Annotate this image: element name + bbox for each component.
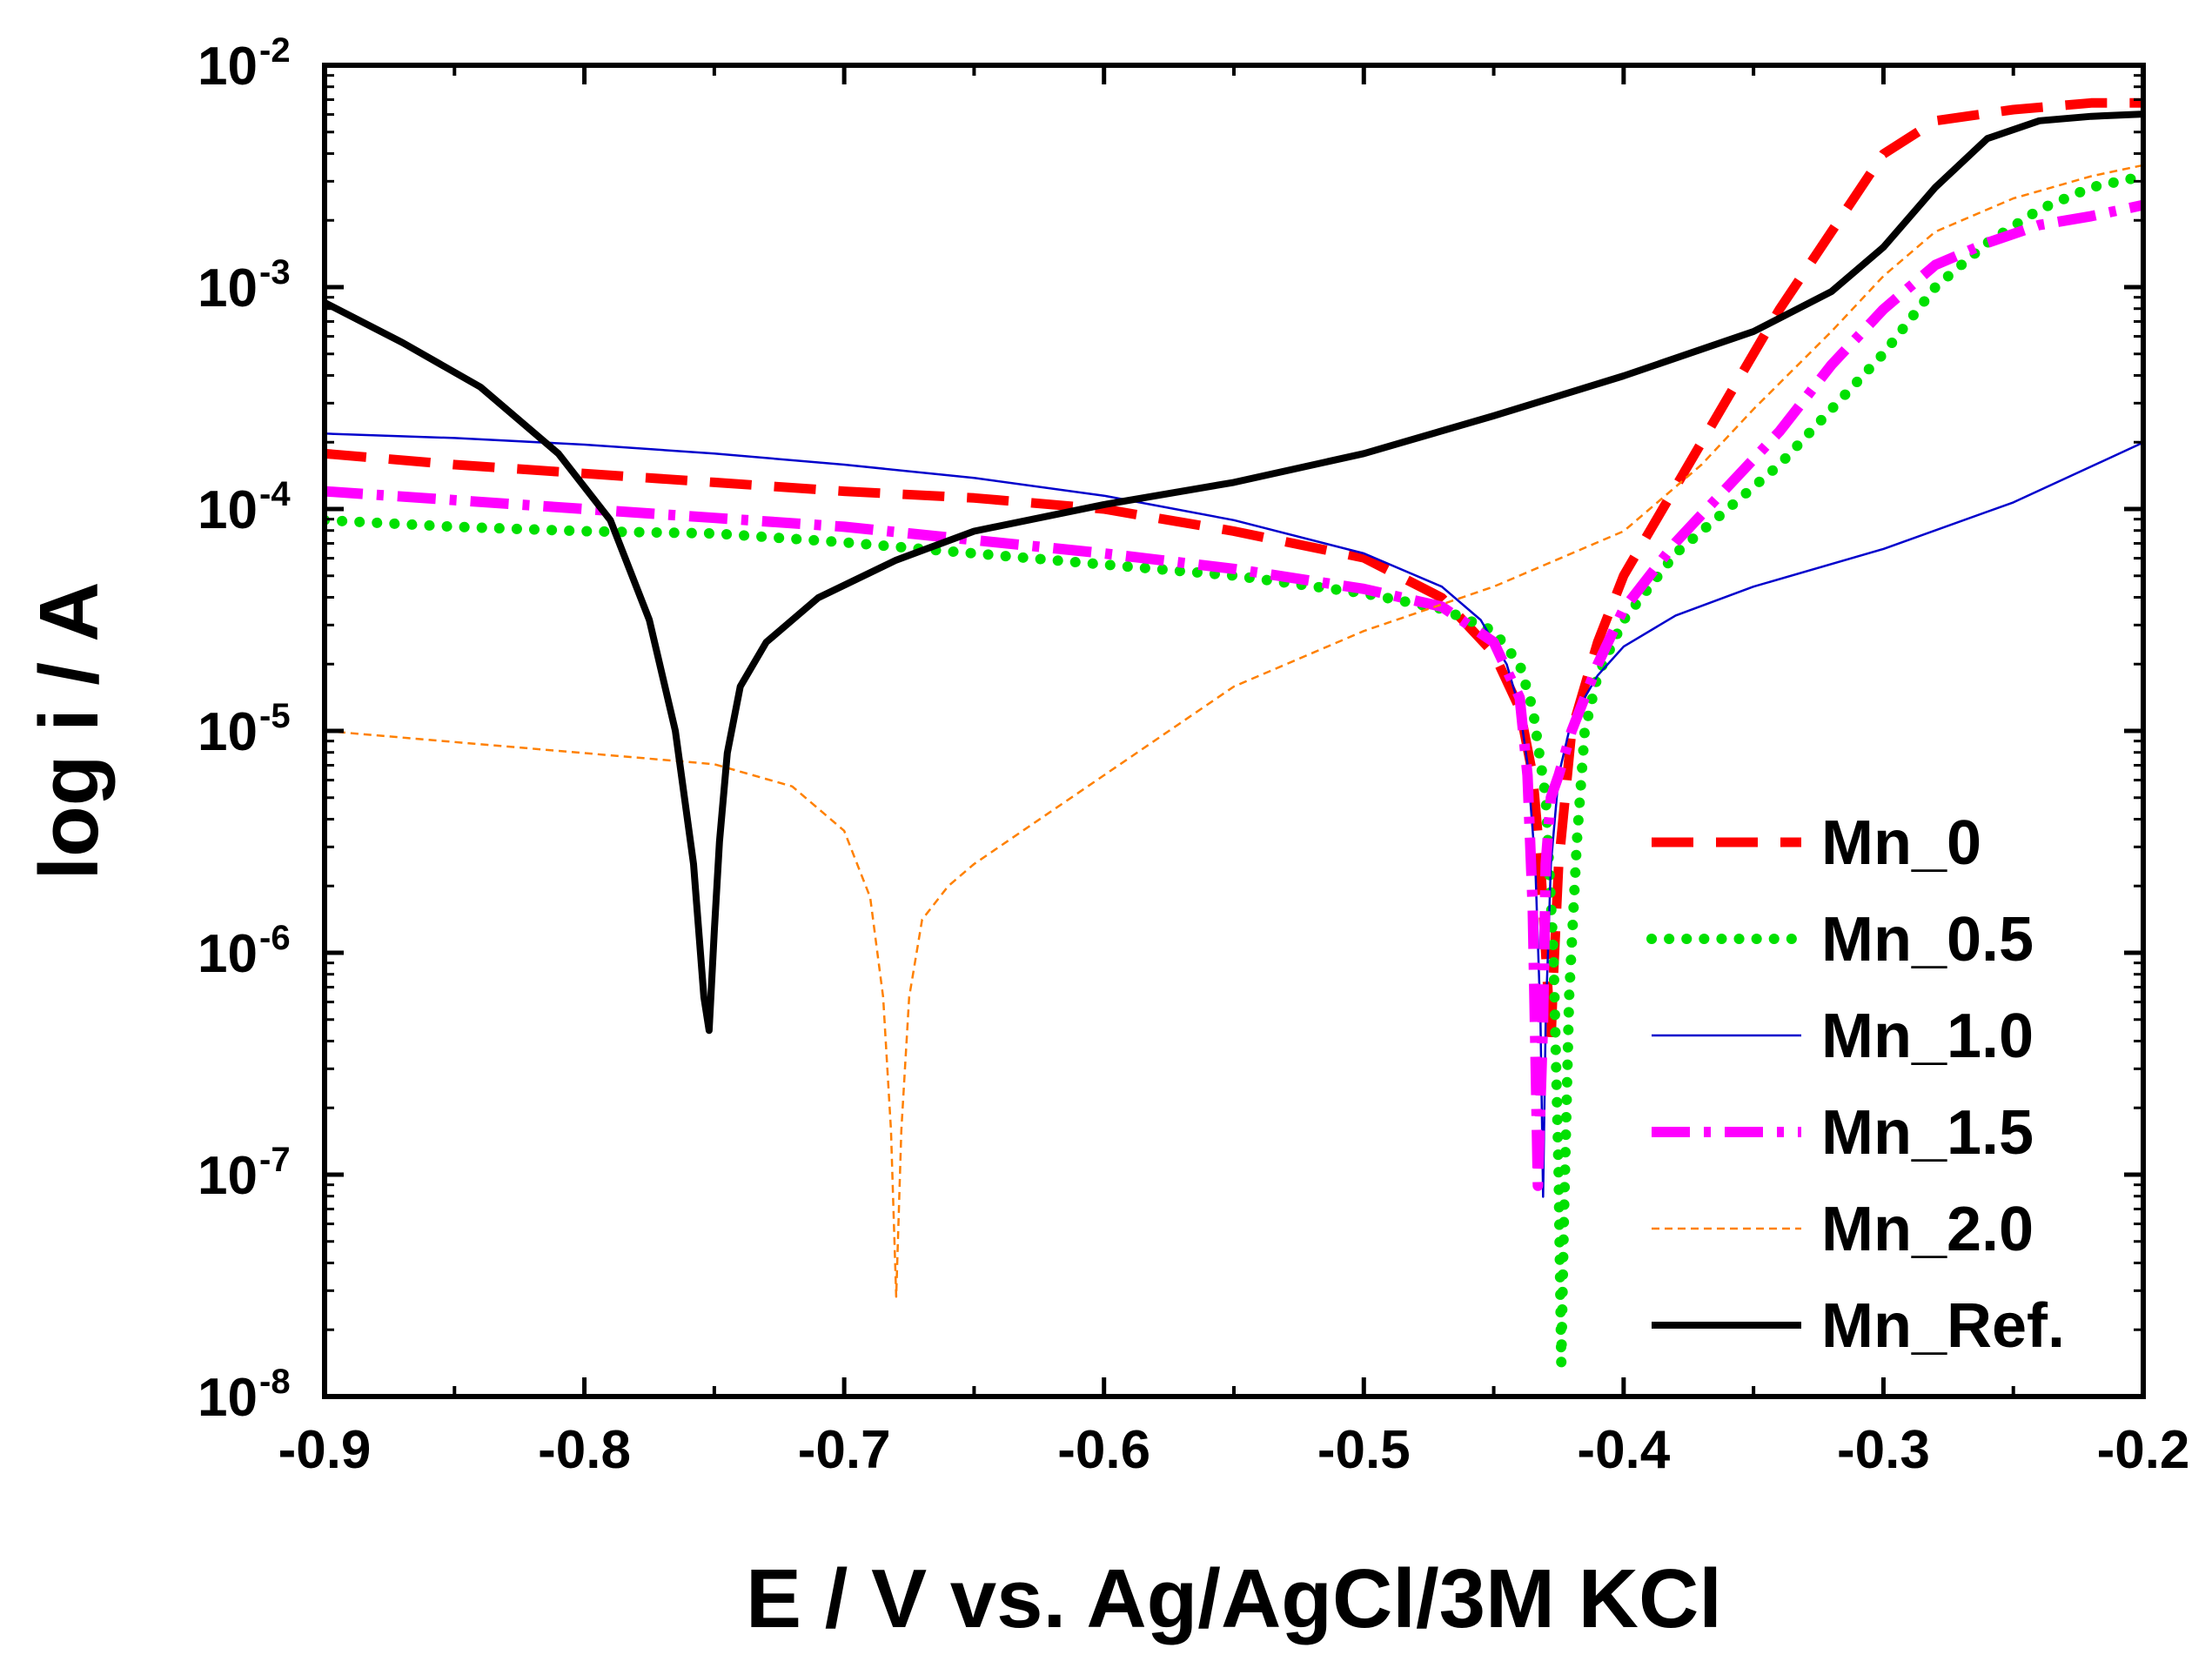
plot-frame	[322, 63, 2146, 1399]
series-line-mn-0-5	[325, 171, 2143, 1369]
legend-label: Mn_Ref.	[1821, 1291, 2065, 1361]
legend-entry: Mn_1.0	[1652, 1001, 2034, 1071]
y-tick-labels: 10-210-310-410-510-610-710-8	[198, 31, 291, 1428]
y-tick-label: 10 -5	[198, 697, 291, 762]
series-line-mn-1-0	[325, 432, 2143, 1198]
y-tick-label: 10 -6	[198, 919, 291, 984]
legend-label: Mn_0	[1821, 808, 1981, 878]
y-tick-exponent: -4	[259, 475, 291, 513]
x-tick-label: -0.2	[2097, 1420, 2190, 1480]
series-line-mn-2-0	[325, 164, 2143, 1298]
x-tick-label: -0.5	[1317, 1420, 1411, 1480]
series-line-mn-1-5	[325, 199, 2143, 1191]
legend-label: Mn_0.5	[1821, 905, 2034, 975]
x-tick-label: -0.8	[538, 1420, 631, 1480]
y-tick-exponent: -5	[259, 697, 291, 735]
y-tick-base: 10	[198, 924, 258, 984]
legend-label: Mn_1.0	[1821, 1001, 2034, 1071]
y-tick-base: 10	[198, 702, 258, 762]
y-tick-label: 10 -2	[198, 31, 291, 97]
x-tick-label: -0.9	[278, 1420, 372, 1480]
y-tick-exponent: -6	[259, 919, 291, 957]
y-axis-title: log i / A	[23, 581, 116, 880]
y-tick-exponent: -2	[259, 31, 291, 70]
y-tick-exponent: -7	[259, 1141, 291, 1179]
legend-entry: Mn_1.5	[1652, 1098, 2034, 1168]
legend-entry: Mn_0.5	[1646, 905, 2034, 975]
x-tick-label: -0.4	[1577, 1420, 1670, 1480]
y-tick-base: 10	[198, 1368, 258, 1428]
x-tick-label: -0.3	[1837, 1420, 1930, 1480]
x-tick-label: -0.7	[798, 1420, 891, 1480]
series-line-mn-ref	[325, 111, 2143, 1035]
y-tick-base: 10	[198, 258, 258, 318]
y-tick-label: 10 -4	[198, 475, 291, 540]
legend: Mn_0 Mn_0.5 Mn_1.0 Mn_1.5 Mn_2.0 Mn_Ref.	[1646, 808, 2065, 1361]
x-tick-labels: -0.9 -0.8 -0.7 -0.6 -0.5 -0.4 -0.3 -0.2	[278, 1420, 2190, 1480]
y-tick-exponent: -3	[259, 253, 291, 291]
y-tick-exponent: -8	[259, 1363, 291, 1401]
legend-entry: Mn_2.0	[1652, 1195, 2034, 1264]
y-tick-base: 10	[198, 1146, 258, 1206]
y-tick-label: 10 -7	[198, 1141, 291, 1206]
x-tick-label: -0.6	[1057, 1420, 1150, 1480]
legend-entry: Mn_Ref.	[1652, 1291, 2065, 1361]
y-tick-base: 10	[198, 480, 258, 540]
x-axis-title: E / V vs. Ag/AgCl/3M KCl	[746, 1552, 1722, 1645]
legend-label: Mn_2.0	[1821, 1195, 2034, 1264]
y-tick-label: 10 -8	[198, 1363, 291, 1428]
y-tick-label: 10 -3	[198, 253, 291, 318]
legend-entry: Mn_0	[1652, 808, 1981, 878]
series-layer	[325, 97, 2143, 1369]
y-tick-base: 10	[198, 37, 258, 97]
legend-label: Mn_1.5	[1821, 1098, 2034, 1168]
